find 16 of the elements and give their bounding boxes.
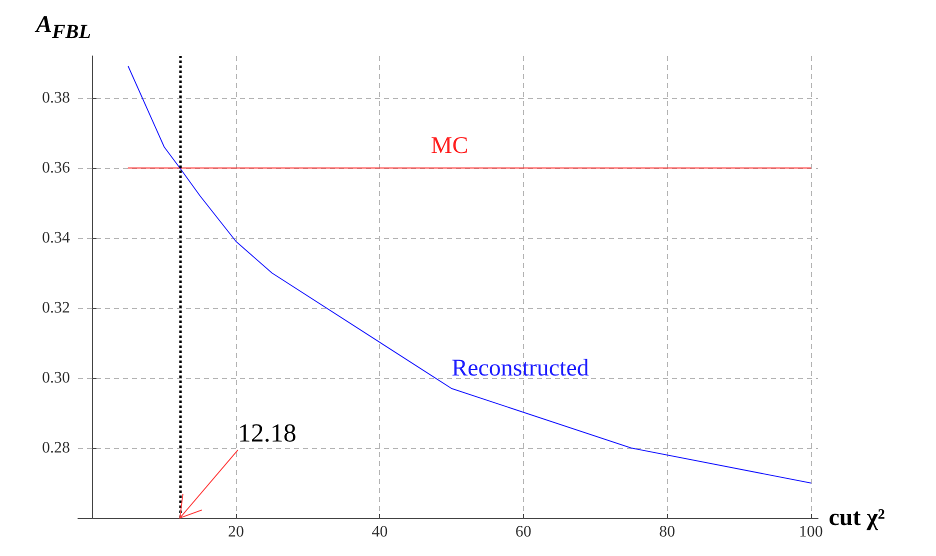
y-tick-label: 0.36 [42,160,70,176]
x-tick-label: 100 [798,524,823,540]
series-label: MC [430,133,468,159]
annotation: 12.18 [238,418,296,448]
x-tick-label: 20 [228,524,244,540]
x-tick-label: 40 [372,524,388,540]
y-tick-label: 0.38 [42,90,70,106]
x-tick-label: 60 [515,524,532,540]
series-label: Reconstructed [452,356,589,382]
line-series [128,66,812,484]
y-tick-label: 0.32 [42,300,70,316]
x-tick-label: 80 [659,524,676,540]
y-tick-label: 0.34 [42,230,70,246]
y-tick-label: 0.28 [42,440,70,456]
x-axis-title: cut χ² [828,505,885,531]
y-tick-label: 0.30 [42,370,70,386]
